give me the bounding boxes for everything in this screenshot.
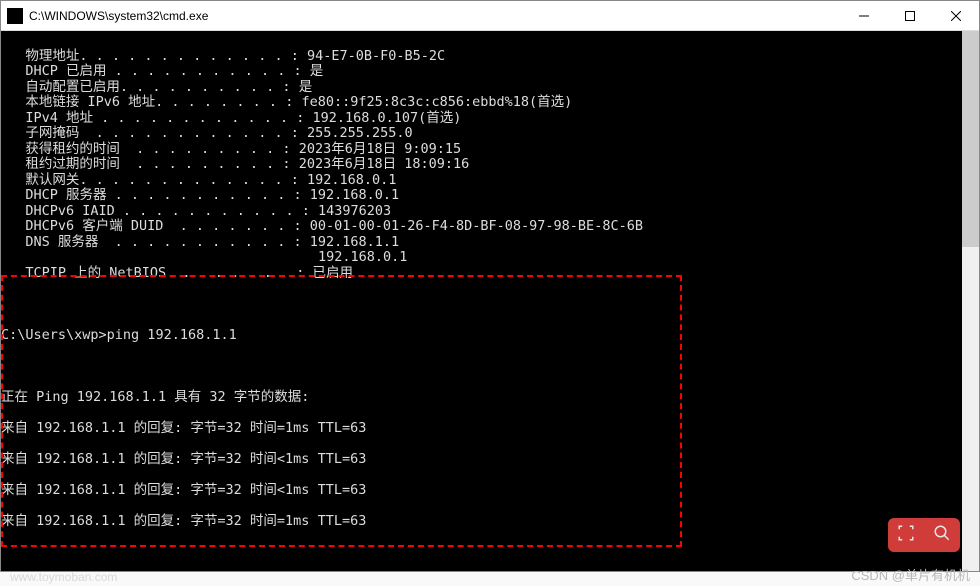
- ping-reply: 来自 192.168.1.1 的回复: 字节=32 时间<1ms TTL=63: [1, 452, 979, 468]
- cmd-icon: [7, 8, 23, 24]
- config-label: DHCPv6 客户端 DUID . . . . . . . :: [1, 218, 310, 234]
- config-value: 2023年6月18日 9:09:15: [299, 141, 461, 157]
- config-row: DHCP 已启用 . . . . . . . . . . . : 是: [1, 64, 979, 80]
- prompt-line: C:\Users\xwp>ping 192.168.1.1: [1, 328, 979, 344]
- minimize-button[interactable]: [841, 1, 887, 31]
- config-row: DHCP 服务器 . . . . . . . . . . . : 192.168…: [1, 188, 979, 204]
- config-value: 是: [310, 63, 324, 79]
- config-row: 192.168.0.1: [1, 250, 979, 266]
- config-label: 获得租约的时间 . . . . . . . . . :: [1, 141, 299, 157]
- search-icon[interactable]: [933, 524, 951, 547]
- config-row: IPv4 地址 . . . . . . . . . . . . : 192.16…: [1, 111, 979, 127]
- ping-reply: 来自 192.168.1.1 的回复: 字节=32 时间=1ms TTL=63: [1, 421, 979, 437]
- config-row: 租约过期的时间 . . . . . . . . . : 2023年6月18日 1…: [1, 157, 979, 173]
- config-row: 本地链接 IPv6 地址. . . . . . . . : fe80::9f25…: [1, 95, 979, 111]
- blank-line: [1, 359, 979, 375]
- config-label: 租约过期的时间 . . . . . . . . . :: [1, 156, 299, 172]
- ping-header: 正在 Ping 192.168.1.1 具有 32 字节的数据:: [1, 390, 979, 406]
- window-titlebar[interactable]: C:\WINDOWS\system32\cmd.exe: [1, 1, 979, 31]
- command-text: ping 192.168.1.1: [107, 327, 237, 343]
- blank-line: [1, 545, 979, 561]
- close-button[interactable]: [933, 1, 979, 31]
- floating-toolbar[interactable]: [888, 518, 960, 552]
- config-value: 192.168.0.1: [310, 187, 399, 203]
- config-value: 255.255.255.0: [307, 125, 413, 141]
- config-row: DHCPv6 客户端 DUID . . . . . . . : 00-01-00…: [1, 219, 979, 235]
- prompt: C:\Users\xwp>: [1, 327, 107, 343]
- config-value: 192.168.1.1: [310, 234, 399, 250]
- ipconfig-output: 物理地址. . . . . . . . . . . . . : 94-E7-0B…: [1, 49, 979, 282]
- config-label: 物理地址. . . . . . . . . . . . . :: [1, 48, 307, 64]
- config-label: DNS 服务器 . . . . . . . . . . . :: [1, 234, 310, 250]
- config-label: DHCPv6 IAID . . . . . . . . . . . :: [1, 203, 318, 219]
- config-row: DHCPv6 IAID . . . . . . . . . . . : 1439…: [1, 204, 979, 220]
- blank-line: [1, 297, 979, 313]
- config-label: DHCP 已启用 . . . . . . . . . . . :: [1, 63, 310, 79]
- config-value: 192.168.0.107(首选): [312, 110, 461, 126]
- config-label: [1, 249, 318, 265]
- config-value: 192.168.0.1: [318, 249, 407, 265]
- vertical-scrollbar[interactable]: [962, 31, 979, 571]
- command-prompt-window: C:\WINDOWS\system32\cmd.exe 物理地址. . . . …: [0, 0, 980, 572]
- config-row: 自动配置已启用. . . . . . . . . . : 是: [1, 80, 979, 96]
- ping-reply: 来自 192.168.1.1 的回复: 字节=32 时间=1ms TTL=63: [1, 514, 979, 530]
- faded-url: www.toymoban.com: [10, 570, 117, 584]
- config-value: 2023年6月18日 18:09:16: [299, 156, 470, 172]
- config-value: 已启用: [312, 265, 353, 281]
- window-title: C:\WINDOWS\system32\cmd.exe: [29, 9, 841, 23]
- config-label: 本地链接 IPv6 地址. . . . . . . . :: [1, 94, 301, 110]
- config-label: DHCP 服务器 . . . . . . . . . . . :: [1, 187, 310, 203]
- config-label: 自动配置已启用. . . . . . . . . . :: [1, 79, 299, 95]
- config-value: 94-E7-0B-F0-B5-2C: [307, 48, 445, 64]
- ping-reply: 来自 192.168.1.1 的回复: 字节=32 时间<1ms TTL=63: [1, 483, 979, 499]
- watermark-text: CSDN @单片有机机: [851, 565, 970, 584]
- config-row: 默认网关. . . . . . . . . . . . . : 192.168.…: [1, 173, 979, 189]
- config-row: 物理地址. . . . . . . . . . . . . : 94-E7-0B…: [1, 49, 979, 65]
- config-row: 获得租约的时间 . . . . . . . . . : 2023年6月18日 9…: [1, 142, 979, 158]
- config-value: 192.168.0.1: [307, 172, 396, 188]
- config-label: IPv4 地址 . . . . . . . . . . . . :: [1, 110, 312, 126]
- config-label: 默认网关. . . . . . . . . . . . . :: [1, 172, 307, 188]
- config-label: 子网掩码 . . . . . . . . . . . . :: [1, 125, 307, 141]
- terminal-output[interactable]: 物理地址. . . . . . . . . . . . . : 94-E7-0B…: [1, 31, 979, 571]
- config-row: 子网掩码 . . . . . . . . . . . . : 255.255.2…: [1, 126, 979, 142]
- config-value: 00-01-00-01-26-F4-8D-BF-08-97-98-BE-8C-6…: [310, 218, 643, 234]
- config-row: DNS 服务器 . . . . . . . . . . . : 192.168.…: [1, 235, 979, 251]
- config-value: 143976203: [318, 203, 391, 219]
- scrollbar-thumb[interactable]: [962, 31, 979, 247]
- config-label: TCPIP 上的 NetBIOS . . . . . . . :: [1, 265, 312, 281]
- config-value: 是: [299, 79, 313, 95]
- config-value: fe80::9f25:8c3c:c856:ebbd%18(首选): [301, 94, 572, 110]
- window-controls: [841, 1, 979, 31]
- maximize-button[interactable]: [887, 1, 933, 31]
- scan-icon[interactable]: [897, 524, 915, 547]
- config-row: TCPIP 上的 NetBIOS . . . . . . . : 已启用: [1, 266, 979, 282]
